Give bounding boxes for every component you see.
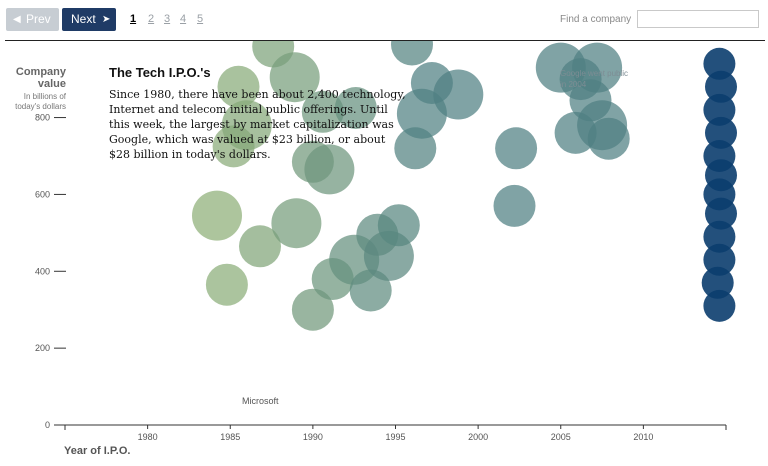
prev-button[interactable]: ◀ Prev — [6, 8, 59, 31]
bubble-point — [493, 184, 536, 227]
next-button-label: Next — [71, 12, 96, 26]
find-company-input[interactable] — [637, 10, 759, 28]
x-tick-label: 1990 — [303, 432, 323, 442]
bubble-point — [271, 198, 322, 249]
intro-text: Since 1980, there have been about 2,400 … — [109, 88, 406, 161]
bubble-point — [495, 127, 538, 170]
bubble-point — [301, 90, 344, 133]
x-tick-label: 2010 — [633, 432, 653, 442]
find-company-label: Find a company — [560, 14, 632, 25]
arrow-left-icon: ◀ — [13, 14, 21, 25]
bubble-point — [703, 93, 736, 126]
bubble-point — [391, 41, 433, 66]
microsoft-annotation: Microsoft — [242, 396, 279, 406]
bubble-point — [703, 289, 736, 322]
bubble-point — [433, 69, 484, 120]
y-tick-label: 600 — [35, 189, 50, 199]
y-tick-label: 200 — [35, 343, 50, 353]
bubble-point — [334, 87, 377, 129]
bubble-point — [703, 220, 736, 253]
bubble-point — [304, 144, 355, 195]
arrow-right-icon: ➤ — [102, 14, 111, 25]
bubble-point — [239, 225, 281, 268]
x-tick-label: 2000 — [468, 432, 488, 442]
bubble-point — [701, 266, 734, 299]
bubble-point — [221, 100, 272, 151]
bubble-point — [269, 52, 320, 103]
bubble-point — [205, 263, 248, 306]
bubble-point — [703, 140, 736, 172]
page-link-3[interactable]: 3 — [164, 13, 171, 25]
y-tick-label: 800 — [35, 113, 50, 123]
top-bar: ◀ Prev Next ➤ 1 2 3 4 5 Find a company — [0, 0, 768, 40]
page-link-2[interactable]: 2 — [148, 13, 155, 25]
bubble-point — [572, 42, 623, 93]
bubble-point — [587, 117, 630, 160]
google-annotation: Google went public in 2004 — [560, 69, 629, 89]
bubble-point — [291, 288, 334, 331]
ipo-chart: 1980 1985 1990 1995 2000 2005 2010 0 200 400 600 80… — [0, 41, 768, 466]
bubble-point — [554, 111, 597, 154]
bubble-point — [705, 70, 737, 103]
x-axis-title: Year of I.P.O. — [64, 445, 131, 457]
bubble-point — [217, 65, 260, 108]
x-tick-label: 1985 — [220, 432, 240, 442]
y-axis-subtitle: In billions of today's dollars — [15, 92, 66, 111]
page-link-4[interactable]: 4 — [180, 13, 187, 25]
header-divider — [5, 40, 765, 41]
x-tick-label: 1980 — [138, 432, 158, 442]
bubble-point — [703, 243, 736, 276]
bubble-point — [705, 116, 737, 149]
page-link-5[interactable]: 5 — [197, 13, 204, 25]
y-axis-title: Company value — [15, 66, 66, 90]
y-tick-label: 400 — [35, 266, 50, 276]
next-button[interactable]: Next ➤ — [62, 8, 116, 31]
y-tick-label: 0 — [45, 420, 50, 430]
bubble-point — [192, 190, 242, 241]
x-tick-label: 2005 — [551, 432, 571, 442]
bubble-point — [703, 47, 736, 80]
bubble-point — [377, 204, 420, 247]
page-link-1[interactable]: 1 — [130, 13, 137, 25]
bubble-point — [349, 269, 392, 312]
x-tick-label: 1995 — [385, 432, 405, 442]
intro-title: The Tech I.P.O.'s — [109, 65, 211, 80]
prev-button-label: Prev — [26, 12, 51, 26]
chart-svg: 1980 1985 1990 1995 2000 2005 2010 0 200 400 600 80… — [35, 41, 737, 442]
